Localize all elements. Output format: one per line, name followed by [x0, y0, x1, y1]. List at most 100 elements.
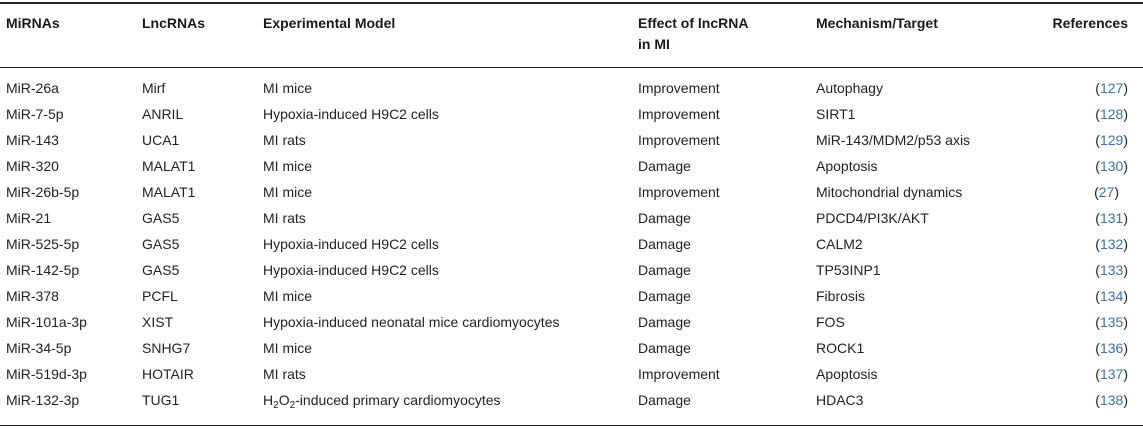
- cell-effect: Damage: [638, 392, 691, 408]
- cell-mirna: MiR-21: [6, 210, 52, 226]
- table-row: MiR-142-5p GAS5 Hypoxia-induced H9C2 cel…: [0, 257, 1143, 283]
- cell-model: MI rats: [263, 366, 306, 382]
- cell-mirna: MiR-132-3p: [6, 392, 80, 408]
- cell-mechanism: Apoptosis: [816, 366, 878, 382]
- model-rest: -induced primary cardiomyocytes: [295, 392, 501, 408]
- cell-mechanism: PDCD4/PI3K/AKT: [816, 210, 929, 226]
- table-top-rule: [0, 2, 1143, 4]
- reference-link[interactable]: 129: [1099, 132, 1124, 148]
- cell-reference: (136): [1095, 340, 1128, 356]
- cell-model: MI mice: [263, 158, 312, 174]
- cell-mirna: MiR-7-5p: [6, 106, 64, 122]
- cell-lncrna: HOTAIR: [142, 366, 194, 382]
- reference-link[interactable]: 128: [1099, 106, 1124, 122]
- table-header-rule: [0, 67, 1143, 68]
- table-row: MiR-7-5p ANRIL Hypoxia-induced H9C2 cell…: [0, 101, 1143, 127]
- cell-effect: Improvement: [638, 366, 720, 382]
- cell-effect: Improvement: [638, 80, 720, 96]
- cell-effect: Damage: [638, 210, 691, 226]
- table-row: MiR-26a Mirf MI mice Improvement Autopha…: [0, 75, 1143, 101]
- formula-o: O: [278, 392, 290, 408]
- cell-mechanism: Mitochondrial dynamics: [816, 184, 963, 200]
- cell-mirna: MiR-143: [6, 132, 59, 148]
- cell-mirna: MiR-26b-5p: [6, 184, 80, 200]
- cell-mirna: MiR-525-5p: [6, 236, 80, 252]
- table-row: MiR-525-5p GAS5 Hypoxia-induced H9C2 cel…: [0, 231, 1143, 257]
- header-references: References: [1052, 15, 1129, 31]
- cell-model: MI mice: [263, 340, 312, 356]
- cell-mechanism: HDAC3: [816, 392, 864, 408]
- header-mirnas: MiRNAs: [6, 15, 60, 31]
- cell-lncrna: PCFL: [142, 288, 178, 304]
- cell-effect: Damage: [638, 288, 691, 304]
- header-mechanism: Mechanism/Target: [816, 15, 938, 31]
- cell-effect: Damage: [638, 158, 691, 174]
- cell-model: MI mice: [263, 80, 312, 96]
- formula-h: H: [263, 392, 274, 408]
- cell-mirna: MiR-142-5p: [6, 262, 80, 278]
- cell-model: H2O2-induced primary cardiomyocytes: [263, 387, 501, 413]
- header-experimental-model: Experimental Model: [263, 15, 396, 31]
- reference-link[interactable]: 137: [1099, 366, 1124, 382]
- reference-link[interactable]: 138: [1099, 392, 1124, 408]
- reference-link[interactable]: 27: [1098, 184, 1115, 200]
- cell-mechanism: Autophagy: [816, 80, 883, 96]
- cell-reference: (130): [1095, 158, 1128, 174]
- cell-lncrna: XIST: [142, 314, 174, 330]
- cell-mechanism: TP53INP1: [816, 262, 881, 278]
- cell-lncrna: MALAT1: [142, 184, 196, 200]
- cell-mirna: MiR-101a-3p: [6, 314, 87, 330]
- cell-reference: (133): [1095, 262, 1128, 278]
- cell-model: MI rats: [263, 210, 306, 226]
- header-effect-line2: in MI: [638, 36, 670, 52]
- cell-effect: Improvement: [638, 132, 720, 148]
- cell-reference: (27): [1094, 184, 1119, 200]
- header-effect-line1: Effect of lncRNA: [638, 15, 749, 31]
- cell-lncrna: Mirf: [142, 80, 166, 96]
- cell-model: MI rats: [263, 132, 306, 148]
- table-row: MiR-132-3p TUG1 H2O2-induced primary car…: [0, 387, 1143, 413]
- cell-effect: Damage: [638, 340, 691, 356]
- cell-model: MI mice: [263, 288, 312, 304]
- cell-model: Hypoxia-induced neonatal mice cardiomyoc…: [263, 314, 560, 330]
- formula-sub-2: 2: [289, 400, 296, 411]
- table-row: MiR-101a-3p XIST Hypoxia-induced neonata…: [0, 309, 1143, 335]
- table-bottom-rule: [0, 425, 1143, 426]
- cell-lncrna: TUG1: [142, 392, 180, 408]
- cell-mechanism: Apoptosis: [816, 158, 878, 174]
- cell-reference: (132): [1095, 236, 1128, 252]
- cell-lncrna: SNHG7: [142, 340, 191, 356]
- table-row: MiR-378 PCFL MI mice Damage Fibrosis (13…: [0, 283, 1143, 309]
- cell-mirna: MiR-378: [6, 288, 59, 304]
- table-row: MiR-21 GAS5 MI rats Damage PDCD4/PI3K/AK…: [0, 205, 1143, 231]
- cell-reference: (135): [1095, 314, 1128, 330]
- cell-mechanism: FOS: [816, 314, 845, 330]
- cell-reference: (131): [1095, 210, 1128, 226]
- cell-reference: (127): [1095, 80, 1128, 96]
- formula-sub-1: 2: [273, 400, 279, 411]
- cell-effect: Improvement: [638, 106, 720, 122]
- table-row: MiR-320 MALAT1 MI mice Damage Apoptosis …: [0, 153, 1143, 179]
- reference-link[interactable]: 132: [1099, 236, 1124, 252]
- reference-link[interactable]: 131: [1099, 210, 1124, 226]
- reference-link[interactable]: 136: [1099, 340, 1124, 356]
- cell-mechanism: SIRT1: [816, 106, 856, 122]
- cell-effect: Damage: [638, 262, 691, 278]
- table-row: MiR-34-5p SNHG7 MI mice Damage ROCK1 (13…: [0, 335, 1143, 361]
- reference-link[interactable]: 130: [1099, 158, 1124, 174]
- cell-mechanism: CALM2: [816, 236, 863, 252]
- header-lncrnas: LncRNAs: [142, 15, 206, 31]
- header-effect: Effect of lncRNA in MI: [638, 13, 748, 55]
- cell-lncrna: UCA1: [142, 132, 180, 148]
- reference-link[interactable]: 135: [1099, 314, 1124, 330]
- cell-mechanism: Fibrosis: [816, 288, 866, 304]
- table-row: MiR-143 UCA1 MI rats Improvement MiR-143…: [0, 127, 1143, 153]
- cell-reference: (138): [1095, 392, 1128, 408]
- reference-link[interactable]: 133: [1099, 262, 1124, 278]
- cell-mirna: MiR-34-5p: [6, 340, 72, 356]
- cell-reference: (137): [1095, 366, 1128, 382]
- reference-link[interactable]: 134: [1099, 288, 1124, 304]
- cell-model: Hypoxia-induced H9C2 cells: [263, 106, 439, 122]
- reference-link[interactable]: 127: [1099, 80, 1124, 96]
